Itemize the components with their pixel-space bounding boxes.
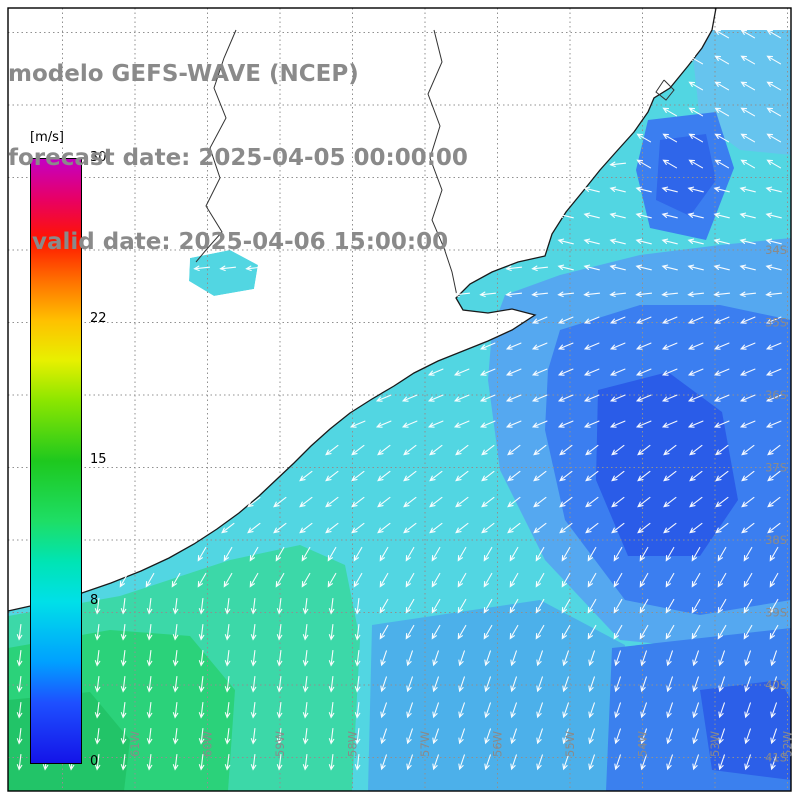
plot-title-block: modelo GEFS-WAVE (NCEP) forecast date: 2… [8, 4, 468, 312]
colorbar-gradient [30, 158, 82, 764]
lat-tick-label: 38S [765, 533, 787, 547]
model-title: modelo GEFS-WAVE (NCEP) [8, 61, 359, 87]
colorbar-unit-label: [m/s] [28, 130, 66, 145]
lon-tick-label: 52W [781, 731, 795, 757]
direction-arrows [16, 29, 783, 771]
field-estuary [189, 250, 258, 296]
colorbar-tick-label: 0 [90, 754, 99, 769]
colorbar-tick-label: 30 [90, 150, 107, 165]
plot-frame [7, 7, 792, 792]
latlon-grid [8, 8, 791, 791]
lat-tick-label: 41S [765, 751, 787, 765]
lon-tick-label: 53W [708, 731, 722, 757]
lon-tick-label: 59W [273, 731, 287, 757]
lon-tick-label: 57W [418, 731, 432, 757]
lon-tick-label: 54W [636, 731, 650, 757]
lat-tick-label: 37S [765, 461, 787, 475]
lat-tick-label: 40S [765, 678, 787, 692]
colorbar-tick-label: 8 [90, 592, 99, 608]
lat-tick-label: 35S [765, 316, 787, 330]
lat-tick-label: 36S [765, 388, 787, 402]
lon-tick-label: 58W [346, 731, 360, 757]
colorbar-tick-label: 15 [90, 452, 107, 467]
river-line [195, 29, 237, 263]
lon-tick-label: 60W [201, 731, 215, 757]
lon-tick-label: 61W [128, 731, 142, 757]
lat-tick-label: 34S [765, 243, 787, 257]
field-region-darkblue-topright [656, 134, 716, 216]
valid-date-label: valid date: 2025-04-06 15:00:00 [8, 229, 449, 255]
lon-tick-label: 56W [491, 731, 505, 757]
field-region-bottom-center-blue [368, 600, 625, 791]
river-line [655, 79, 675, 101]
field-region-darkblue-core [596, 372, 738, 556]
lat-tick-label: 39S [765, 606, 787, 620]
field-region-bottomright-dark [700, 680, 791, 780]
lon-tick-label: 55W [563, 731, 577, 757]
colorbar: [m/s] 30 22 15 8 0 [28, 130, 148, 790]
river-line [427, 29, 458, 297]
coastline [7, 7, 717, 612]
forecast-date-label: forecast date: 2025-04-05 00:00:00 [8, 145, 468, 171]
colorbar-tick-label: 22 [90, 311, 107, 327]
